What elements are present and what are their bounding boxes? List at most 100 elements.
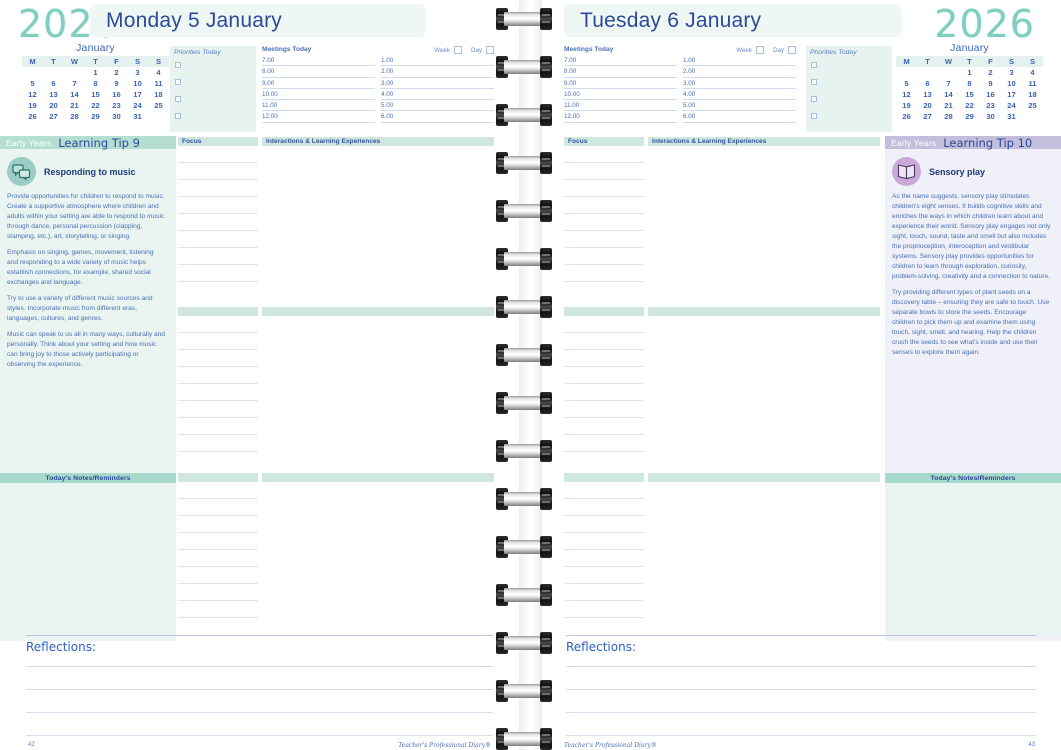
reflection-line[interactable] — [566, 644, 1036, 667]
left-week-day-toggles[interactable]: Week Day — [434, 46, 494, 54]
calendar-day[interactable]: 10 — [1007, 79, 1016, 88]
calendar-day[interactable]: 2 — [114, 68, 119, 77]
focus-write-line[interactable] — [178, 384, 258, 401]
calendar-day[interactable]: 14 — [944, 90, 953, 99]
calendar-day[interactable]: 5 — [30, 79, 35, 88]
interactions-write-area[interactable] — [648, 482, 880, 635]
calendar-day[interactable]: 23 — [112, 101, 121, 110]
focus-write-line[interactable] — [178, 499, 258, 516]
focus-write-line[interactable] — [178, 482, 258, 499]
focus-write-line[interactable] — [178, 516, 258, 533]
calendar-day[interactable]: 7 — [72, 79, 77, 88]
reflection-line[interactable] — [566, 690, 1036, 713]
reflection-line[interactable] — [566, 713, 1036, 736]
calendar-day[interactable]: 17 — [133, 90, 142, 99]
calendar-day[interactable]: 26 — [902, 112, 911, 121]
focus-write-line[interactable] — [564, 516, 644, 533]
focus-write-line[interactable] — [178, 435, 258, 452]
calendar-day[interactable]: 12 — [902, 90, 911, 99]
calendar-day[interactable]: 25 — [1028, 101, 1037, 110]
meeting-time-slot[interactable]: 7.00 — [262, 55, 375, 67]
meeting-time-slot[interactable]: 9.00 — [564, 78, 677, 89]
priority-checkbox[interactable] — [175, 96, 181, 102]
calendar-day[interactable]: 14 — [70, 90, 79, 99]
calendar-day[interactable]: 26 — [28, 112, 37, 121]
interactions-write-area[interactable] — [262, 146, 494, 299]
interactions-write-area[interactable] — [648, 316, 880, 469]
focus-write-line[interactable] — [564, 482, 644, 499]
focus-write-line[interactable] — [178, 533, 258, 550]
calendar-day[interactable]: 24 — [133, 101, 142, 110]
calendar-day[interactable]: 20 — [49, 101, 58, 110]
calendar-day[interactable]: 30 — [986, 112, 995, 121]
focus-write-line[interactable] — [564, 435, 644, 452]
focus-write-line[interactable] — [178, 197, 258, 214]
calendar-day[interactable]: 11 — [154, 79, 163, 88]
meeting-time-slot[interactable]: 5.00 — [683, 100, 796, 112]
focus-write-line[interactable] — [564, 265, 644, 282]
left-meetings-pm-column[interactable]: 1.00 2.00 3.00 4.00 5.00 6.00 — [381, 55, 494, 123]
calendar-day[interactable]: 8 — [967, 79, 972, 88]
focus-write-line[interactable] — [564, 248, 644, 265]
calendar-day[interactable]: 31 — [1007, 112, 1016, 121]
focus-write-line[interactable] — [178, 550, 258, 567]
interactions-write-area[interactable] — [262, 482, 494, 635]
meeting-time-slot[interactable]: 11.00 — [564, 100, 677, 112]
priority-checkbox[interactable] — [811, 113, 817, 119]
focus-write-line[interactable] — [564, 180, 644, 197]
calendar-day[interactable]: 11 — [1028, 79, 1037, 88]
focus-write-line[interactable] — [178, 180, 258, 197]
calendar-day[interactable]: 4 — [1030, 68, 1035, 77]
calendar-day[interactable]: 5 — [904, 79, 909, 88]
focus-write-line[interactable] — [564, 401, 644, 418]
calendar-day[interactable]: 29 — [91, 112, 100, 121]
left-priorities-checkbox-list[interactable] — [170, 62, 256, 119]
meeting-time-slot[interactable]: 7.00 — [564, 55, 677, 67]
focus-write-line[interactable] — [178, 316, 258, 333]
focus-write-line[interactable] — [178, 401, 258, 418]
meeting-time-slot[interactable]: 8.00 — [262, 66, 375, 78]
right-week-day-toggles[interactable]: Week Day — [736, 46, 796, 54]
reflection-line[interactable] — [566, 667, 1036, 690]
calendar-day[interactable]: 1 — [967, 68, 972, 77]
meeting-time-slot[interactable]: 12.00 — [262, 111, 375, 123]
calendar-day[interactable]: 6 — [925, 79, 930, 88]
reflection-line[interactable] — [26, 690, 493, 713]
priority-checkbox[interactable] — [175, 62, 181, 68]
meeting-time-slot[interactable]: 4.00 — [683, 89, 796, 101]
focus-write-line[interactable] — [178, 350, 258, 367]
week-checkbox[interactable] — [453, 46, 462, 54]
focus-write-line[interactable] — [564, 231, 644, 248]
meeting-time-slot[interactable]: 2.00 — [683, 66, 796, 78]
priority-checkbox[interactable] — [811, 79, 817, 85]
calendar-day[interactable]: 31 — [133, 112, 142, 121]
left-notes-panel[interactable] — [0, 483, 176, 635]
calendar-day[interactable]: 18 — [154, 90, 163, 99]
focus-write-line[interactable] — [178, 214, 258, 231]
calendar-day[interactable]: 13 — [923, 90, 932, 99]
calendar-day[interactable]: 30 — [112, 112, 121, 121]
focus-write-line[interactable] — [564, 601, 644, 618]
focus-write-line[interactable] — [564, 418, 644, 435]
meeting-time-slot[interactable]: 1.00 — [381, 55, 494, 67]
meeting-time-slot[interactable]: 11.00 — [262, 100, 375, 112]
calendar-day[interactable]: 12 — [28, 90, 37, 99]
focus-write-line[interactable] — [564, 550, 644, 567]
calendar-day[interactable]: 15 — [965, 90, 974, 99]
meeting-time-slot[interactable]: 9.00 — [262, 78, 375, 89]
focus-write-line[interactable] — [178, 248, 258, 265]
calendar-day[interactable]: 21 — [70, 101, 79, 110]
calendar-day[interactable]: 16 — [112, 90, 121, 99]
meeting-time-slot[interactable]: 12.00 — [564, 111, 677, 123]
focus-write-line[interactable] — [178, 418, 258, 435]
focus-write-line[interactable] — [564, 333, 644, 350]
priority-checkbox[interactable] — [175, 113, 181, 119]
meeting-time-slot[interactable]: 10.00 — [262, 89, 375, 101]
calendar-day[interactable]: 27 — [923, 112, 932, 121]
meeting-time-slot[interactable]: 6.00 — [381, 111, 494, 123]
calendar-day[interactable]: 8 — [93, 79, 98, 88]
priority-checkbox[interactable] — [175, 79, 181, 85]
calendar-day[interactable]: 28 — [70, 112, 79, 121]
reflection-line[interactable] — [26, 667, 493, 690]
calendar-day[interactable]: 29 — [965, 112, 974, 121]
